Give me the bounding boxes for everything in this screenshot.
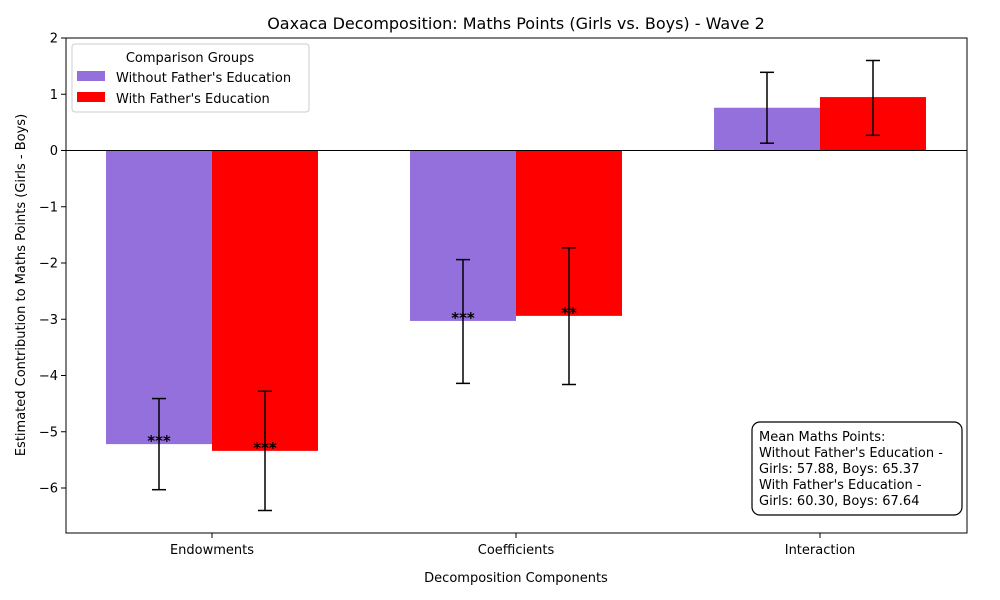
plot-area: 2 1 0 −1 −2 −3 −4 −5 −6 Endowments Coefficients Int…	[39, 32, 967, 558]
annotation-line-3: Girls: 57.88, Boys: 65.37	[759, 462, 919, 477]
legend: Comparison Groups Without Father's Educa…	[71, 43, 310, 113]
annotation-frame	[751, 421, 963, 516]
y-tick-label: −3	[39, 313, 58, 328]
y-tick-label: −2	[39, 257, 58, 272]
significance-label: ***	[253, 439, 277, 457]
legend-swatch-with	[77, 92, 105, 102]
bar	[106, 150, 212, 445]
annotation-line-5: Girls: 60.30, Boys: 67.64	[759, 494, 919, 509]
y-tick-label: −5	[39, 425, 58, 440]
y-tick-label: 2	[50, 32, 58, 47]
plot-frame	[65, 37, 968, 534]
significance-label: ***	[147, 432, 171, 450]
legend-label-with: With Father's Education	[116, 92, 270, 107]
significance-label: **	[561, 304, 577, 322]
annotation-line-4: With Father's Education -	[759, 478, 922, 493]
legend-title: Comparison Groups	[126, 51, 255, 66]
x-tick-label: Endowments	[170, 543, 254, 558]
annotation-line-2: Without Father's Education -	[759, 446, 943, 461]
y-tick-label: −4	[39, 369, 58, 384]
x-axis-label: Decomposition Components	[424, 571, 608, 586]
y-tick-label: 1	[50, 88, 58, 103]
y-tick-label: −6	[39, 482, 58, 497]
legend-label-without: Without Father's Education	[116, 71, 291, 86]
x-tick-label: Interaction	[785, 543, 856, 558]
chart-title: Oaxaca Decomposition: Maths Points (Girl…	[267, 14, 765, 33]
annotation-line-1: Mean Maths Points:	[759, 430, 885, 445]
legend-box	[71, 43, 310, 113]
y-tick-label: 0	[50, 144, 58, 159]
annotation-box: Mean Maths Points: Without Father's Educ…	[751, 421, 963, 516]
significance-label: ***	[451, 309, 475, 327]
y-axis-label: Estimated Contribution to Maths Points (…	[14, 114, 29, 456]
x-tick-label: Coefficients	[478, 543, 555, 558]
y-tick-label: −1	[39, 200, 58, 215]
legend-swatch-without	[77, 71, 105, 81]
